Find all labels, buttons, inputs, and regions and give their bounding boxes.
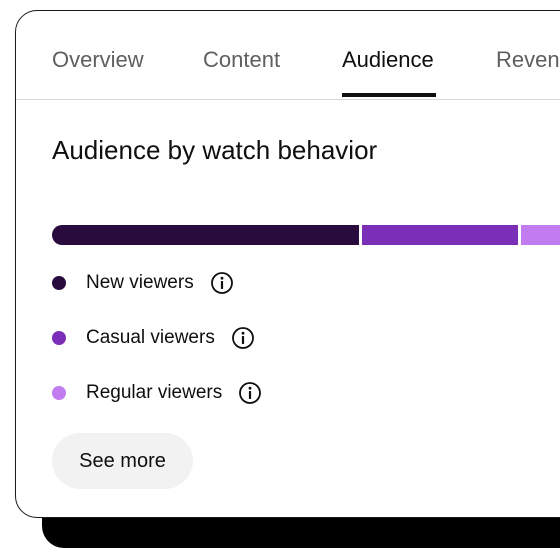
bar-segment-new-viewers <box>52 225 359 245</box>
legend-item-regular-viewers: Regular viewers <box>52 378 262 408</box>
audience-card: Overview Content Audience Reven Audience… <box>15 10 560 518</box>
legend-label: Casual viewers <box>86 327 215 348</box>
section-title: Audience by watch behavior <box>52 135 378 165</box>
legend-label: New viewers <box>86 272 194 293</box>
legend-item-new-viewers: New viewers <box>52 268 234 298</box>
info-icon[interactable] <box>238 381 262 405</box>
tab-overview[interactable]: Overview <box>52 47 144 72</box>
bar-segment-regular-viewers <box>520 225 560 245</box>
bar-segment-casual-viewers <box>361 225 518 245</box>
legend-dot-regular-viewers <box>52 386 66 400</box>
legend-label: Regular viewers <box>86 382 223 403</box>
legend-dot-new-viewers <box>52 276 66 290</box>
legend-item-casual-viewers: Casual viewers <box>52 323 255 353</box>
watch-behavior-bar <box>52 225 560 245</box>
tab-revenue[interactable]: Reven <box>496 47 560 72</box>
tab-bar: Overview Content Audience Reven <box>16 11 560 100</box>
info-icon[interactable] <box>210 271 234 295</box>
see-more-button[interactable]: See more <box>52 433 193 489</box>
info-icon[interactable] <box>231 326 255 350</box>
tab-content[interactable]: Content <box>203 47 281 72</box>
tab-audience[interactable]: Audience <box>342 47 434 72</box>
active-tab-indicator <box>342 93 436 97</box>
legend-dot-casual-viewers <box>52 331 66 345</box>
